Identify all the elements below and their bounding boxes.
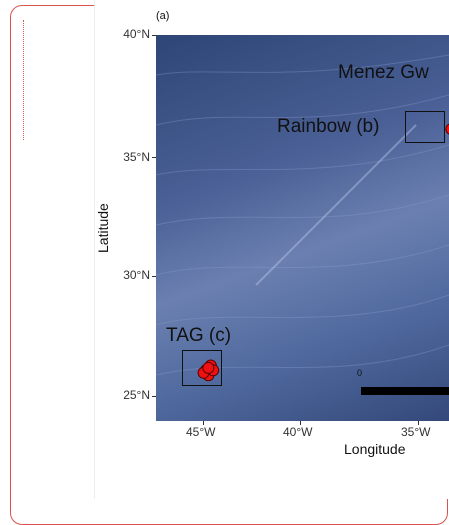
x-tickmark — [203, 421, 204, 425]
x-tickmark — [418, 421, 419, 425]
scale-bar-zero-label: 0 — [357, 368, 363, 378]
vent-points-layer — [197, 123, 449, 382]
map-area — [156, 35, 449, 421]
y-tickmark — [152, 396, 156, 397]
y-tickmark — [152, 276, 156, 277]
site-box-tag — [182, 350, 222, 386]
y-tickmark — [152, 157, 156, 158]
x-tick-label: 40°W — [283, 425, 313, 439]
y-tick-label: 40°N — [123, 27, 150, 41]
x-tickmark — [300, 421, 301, 425]
x-tick-label: 45°W — [186, 425, 216, 439]
y-tickmark — [152, 35, 156, 36]
site-label-tag: TAG (c) — [166, 325, 232, 346]
site-label-menez-gwen: Menez Gw — [338, 62, 429, 83]
y-tick-label: 30°N — [123, 268, 150, 282]
bathymetry-texture — [156, 54, 449, 376]
site-label-rainbow: Rainbow (b) — [277, 116, 380, 137]
vent-point — [202, 361, 215, 374]
x-axis-title: Longitude — [344, 441, 406, 457]
panel-label: (a) — [156, 10, 170, 22]
y-tick-label: 35°N — [123, 150, 150, 164]
y-tick-label: 25°N — [123, 388, 150, 402]
x-tick-label: 35°W — [401, 425, 431, 439]
vent-point — [445, 123, 449, 135]
y-axis-title: Latitude — [95, 203, 111, 253]
dotted-edge — [11, 20, 24, 140]
site-box-rainbow — [405, 111, 445, 143]
scale-bar — [361, 387, 449, 395]
